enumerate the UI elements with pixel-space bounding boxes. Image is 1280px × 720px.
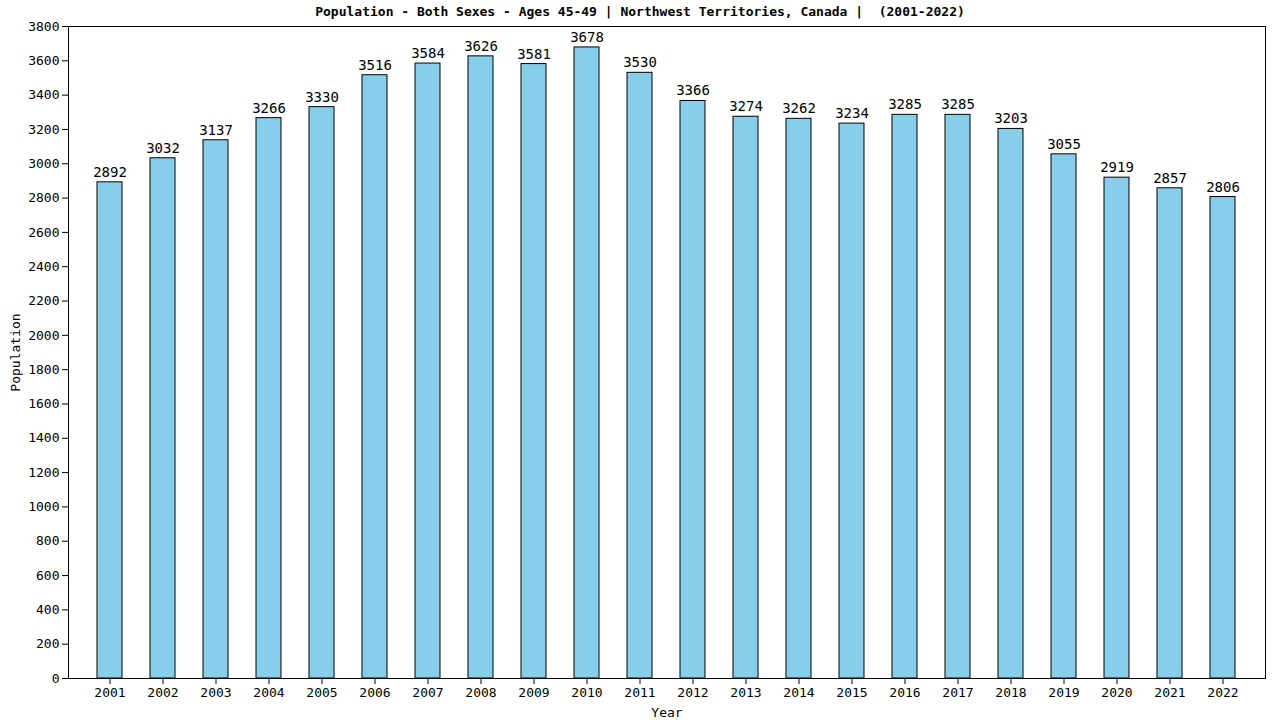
svg-text:3285: 3285: [888, 96, 922, 112]
svg-text:2019: 2019: [1048, 685, 1079, 700]
svg-text:3581: 3581: [517, 46, 551, 62]
svg-text:2013: 2013: [730, 685, 761, 700]
svg-text:800: 800: [36, 533, 59, 548]
svg-text:3032: 3032: [146, 140, 180, 156]
svg-text:1600: 1600: [28, 396, 59, 411]
svg-text:600: 600: [36, 568, 59, 583]
svg-text:2004: 2004: [253, 685, 284, 700]
svg-text:3266: 3266: [252, 100, 286, 116]
svg-text:3137: 3137: [199, 122, 233, 138]
svg-text:2017: 2017: [942, 685, 973, 700]
svg-text:3203: 3203: [994, 110, 1028, 126]
svg-text:1800: 1800: [28, 362, 59, 377]
svg-text:2009: 2009: [518, 685, 549, 700]
svg-text:3234: 3234: [835, 105, 869, 121]
svg-text:2600: 2600: [28, 225, 59, 240]
svg-text:1200: 1200: [28, 465, 59, 480]
svg-text:3200: 3200: [28, 122, 59, 137]
svg-text:3516: 3516: [358, 57, 392, 73]
svg-text:0: 0: [52, 671, 60, 686]
svg-text:2806: 2806: [1206, 179, 1240, 195]
html-text:Population - Both Sexes - Ages: Population - Both Sexes - Ages 45-49 | N…: [315, 4, 965, 19]
svg-text:2020: 2020: [1101, 685, 1132, 700]
svg-text:2008: 2008: [465, 685, 496, 700]
svg-text:2012: 2012: [677, 685, 708, 700]
svg-text:Year: Year: [651, 705, 682, 720]
svg-text:3055: 3055: [1047, 136, 1081, 152]
svg-text:2002: 2002: [147, 685, 178, 700]
svg-text:3262: 3262: [782, 100, 816, 116]
svg-text:3285: 3285: [941, 96, 975, 112]
svg-text:2016: 2016: [889, 685, 920, 700]
svg-text:1000: 1000: [28, 499, 59, 514]
svg-text:2007: 2007: [412, 685, 443, 700]
svg-text:3330: 3330: [305, 89, 339, 105]
svg-text:2800: 2800: [28, 190, 59, 205]
svg-text:2018: 2018: [995, 685, 1026, 700]
svg-text:2014: 2014: [783, 685, 814, 700]
svg-text:3274: 3274: [729, 98, 763, 114]
svg-text:3000: 3000: [28, 156, 59, 171]
svg-text:1400: 1400: [28, 430, 59, 445]
svg-text:3800: 3800: [28, 22, 59, 34]
svg-text:200: 200: [36, 636, 59, 651]
svg-text:2022: 2022: [1207, 685, 1238, 700]
svg-text:2400: 2400: [28, 259, 59, 274]
svg-text:3678: 3678: [570, 29, 604, 45]
svg-text:3584: 3584: [411, 45, 445, 61]
svg-text:2000: 2000: [28, 328, 59, 343]
svg-text:2010: 2010: [571, 685, 602, 700]
svg-text:2015: 2015: [836, 685, 867, 700]
svg-text:2006: 2006: [359, 685, 390, 700]
svg-text:3626: 3626: [464, 38, 498, 54]
svg-text:400: 400: [36, 602, 59, 617]
svg-text:2892: 2892: [93, 164, 127, 180]
svg-text:2919: 2919: [1100, 159, 1134, 175]
svg-text:2021: 2021: [1154, 685, 1185, 700]
svg-text:3400: 3400: [28, 87, 59, 102]
svg-text:2857: 2857: [1153, 170, 1187, 186]
svg-text:2003: 2003: [200, 685, 231, 700]
svg-text:2200: 2200: [28, 293, 59, 308]
svg-text:3366: 3366: [676, 82, 710, 98]
svg-text:2001: 2001: [94, 685, 125, 700]
svg-text:3530: 3530: [623, 54, 657, 70]
svg-text:3600: 3600: [28, 53, 59, 68]
svg-text:2005: 2005: [306, 685, 337, 700]
svg-text:Population: Population: [8, 313, 23, 391]
svg-text:2011: 2011: [624, 685, 655, 700]
